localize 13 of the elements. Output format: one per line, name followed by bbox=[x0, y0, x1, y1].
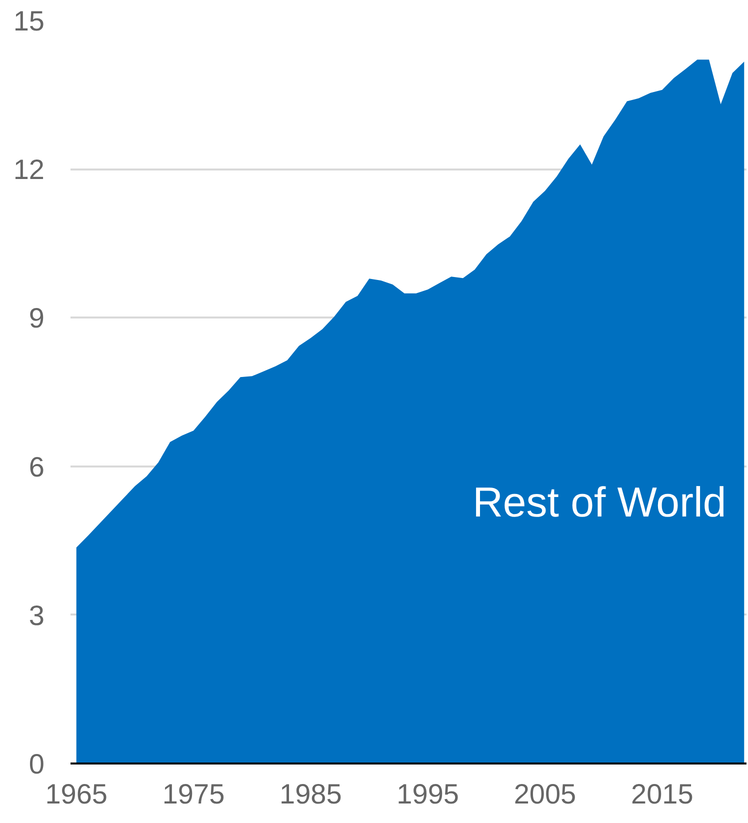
series-label: Rest of World bbox=[472, 478, 726, 526]
y-tick-label: 6 bbox=[28, 451, 45, 482]
x-tick-label: 1995 bbox=[396, 778, 459, 810]
x-tick-label: 1975 bbox=[162, 778, 225, 810]
y-tick-label: 0 bbox=[28, 748, 45, 780]
y-tick-label: 12 bbox=[13, 154, 45, 186]
y-tick-label: 15 bbox=[13, 6, 45, 36]
y-tick-label: 9 bbox=[28, 302, 45, 334]
x-tick-label: 2005 bbox=[514, 778, 576, 810]
x-tick-label: 1965 bbox=[45, 778, 108, 810]
y-tick-label: 3 bbox=[28, 600, 45, 631]
x-tick-label: 1985 bbox=[280, 778, 342, 810]
x-tick-label: 2015 bbox=[631, 778, 694, 810]
